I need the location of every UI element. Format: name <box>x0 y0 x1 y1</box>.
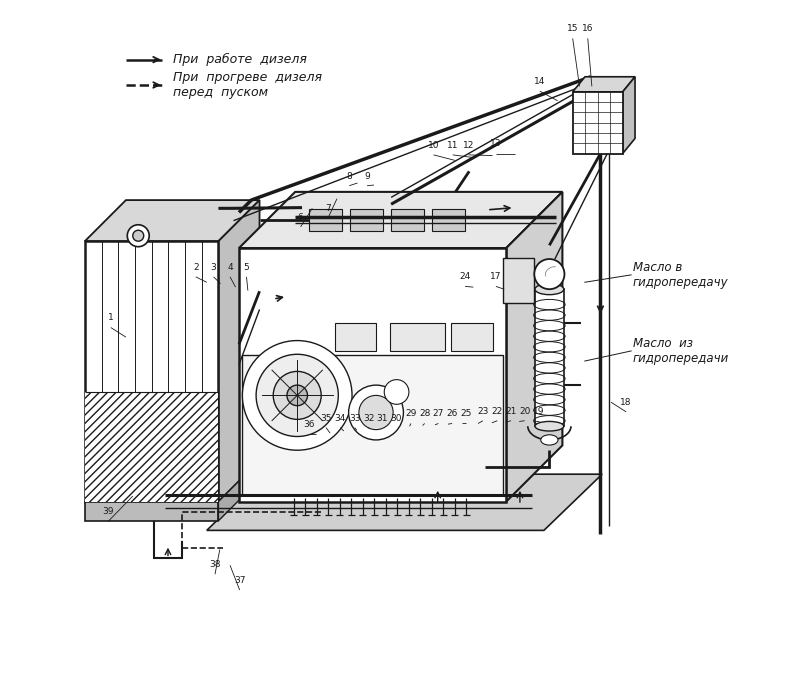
Ellipse shape <box>535 283 564 294</box>
Text: 22: 22 <box>492 407 503 416</box>
Text: 26: 26 <box>446 409 458 418</box>
Text: 18: 18 <box>620 398 632 407</box>
Ellipse shape <box>535 422 564 431</box>
Text: 15: 15 <box>567 24 578 33</box>
Text: 35: 35 <box>320 413 332 422</box>
Bar <box>309 209 342 231</box>
Polygon shape <box>506 192 562 502</box>
Text: 31: 31 <box>377 413 388 422</box>
Polygon shape <box>218 200 259 502</box>
Bar <box>502 259 534 303</box>
Circle shape <box>349 385 403 440</box>
Text: 34: 34 <box>334 413 346 422</box>
Bar <box>535 289 564 427</box>
Text: 8: 8 <box>346 171 352 181</box>
Circle shape <box>274 372 321 420</box>
Text: 10: 10 <box>428 141 439 150</box>
Text: 6: 6 <box>298 213 303 222</box>
Text: 11: 11 <box>447 141 458 150</box>
Text: 13: 13 <box>490 140 502 149</box>
Text: 32: 32 <box>362 413 374 422</box>
Bar <box>391 209 424 231</box>
Bar <box>390 323 445 351</box>
Circle shape <box>384 380 409 405</box>
Polygon shape <box>218 460 259 521</box>
Circle shape <box>256 354 338 436</box>
Bar <box>239 248 506 502</box>
Polygon shape <box>573 77 635 92</box>
Circle shape <box>359 396 393 429</box>
Text: 7: 7 <box>325 204 331 213</box>
Text: При  работе  дизеля: При работе дизеля <box>173 53 306 66</box>
Bar <box>432 209 465 231</box>
Circle shape <box>127 225 150 247</box>
Text: 29: 29 <box>406 409 417 418</box>
Polygon shape <box>85 200 259 241</box>
Circle shape <box>133 230 144 241</box>
Text: Масло в
гидропередачу: Масло в гидропередачу <box>633 261 729 290</box>
Text: 3: 3 <box>210 263 217 272</box>
Text: 20: 20 <box>519 407 530 416</box>
Text: 39: 39 <box>102 507 114 517</box>
Text: 1: 1 <box>108 314 114 323</box>
Text: 14: 14 <box>534 77 546 86</box>
Polygon shape <box>622 77 635 153</box>
Text: 30: 30 <box>390 413 402 422</box>
Bar <box>242 355 502 495</box>
Bar <box>350 209 383 231</box>
Bar <box>451 323 493 351</box>
Text: 23: 23 <box>478 407 489 416</box>
Text: 12: 12 <box>463 141 474 150</box>
Circle shape <box>534 259 565 289</box>
Text: При  прогреве  дизеля
перед  пуском: При прогреве дизеля перед пуском <box>173 71 322 99</box>
Bar <box>85 392 218 502</box>
Ellipse shape <box>541 435 558 445</box>
Bar <box>85 392 218 502</box>
Text: 16: 16 <box>582 24 594 33</box>
Text: 27: 27 <box>433 409 444 418</box>
Text: 36: 36 <box>303 420 314 429</box>
Polygon shape <box>206 474 602 530</box>
Text: 38: 38 <box>210 560 221 569</box>
Bar <box>85 502 218 521</box>
Text: 24: 24 <box>459 272 470 281</box>
Bar <box>85 241 218 502</box>
Bar <box>335 323 376 351</box>
Text: 21: 21 <box>506 407 517 416</box>
Text: 4: 4 <box>227 263 233 272</box>
Text: 2: 2 <box>193 263 198 272</box>
Circle shape <box>242 341 352 450</box>
Text: 33: 33 <box>349 413 361 422</box>
Text: 37: 37 <box>234 576 246 585</box>
Text: 19: 19 <box>534 407 545 416</box>
Text: 25: 25 <box>461 409 472 418</box>
Text: Масло  из
гидропередачи: Масло из гидропередачи <box>633 337 730 365</box>
Text: 9: 9 <box>364 171 370 181</box>
Bar <box>573 92 622 153</box>
Text: 28: 28 <box>419 409 430 418</box>
Polygon shape <box>239 192 562 248</box>
Text: 5: 5 <box>244 263 250 272</box>
Text: 17: 17 <box>490 272 502 281</box>
Circle shape <box>287 385 307 406</box>
